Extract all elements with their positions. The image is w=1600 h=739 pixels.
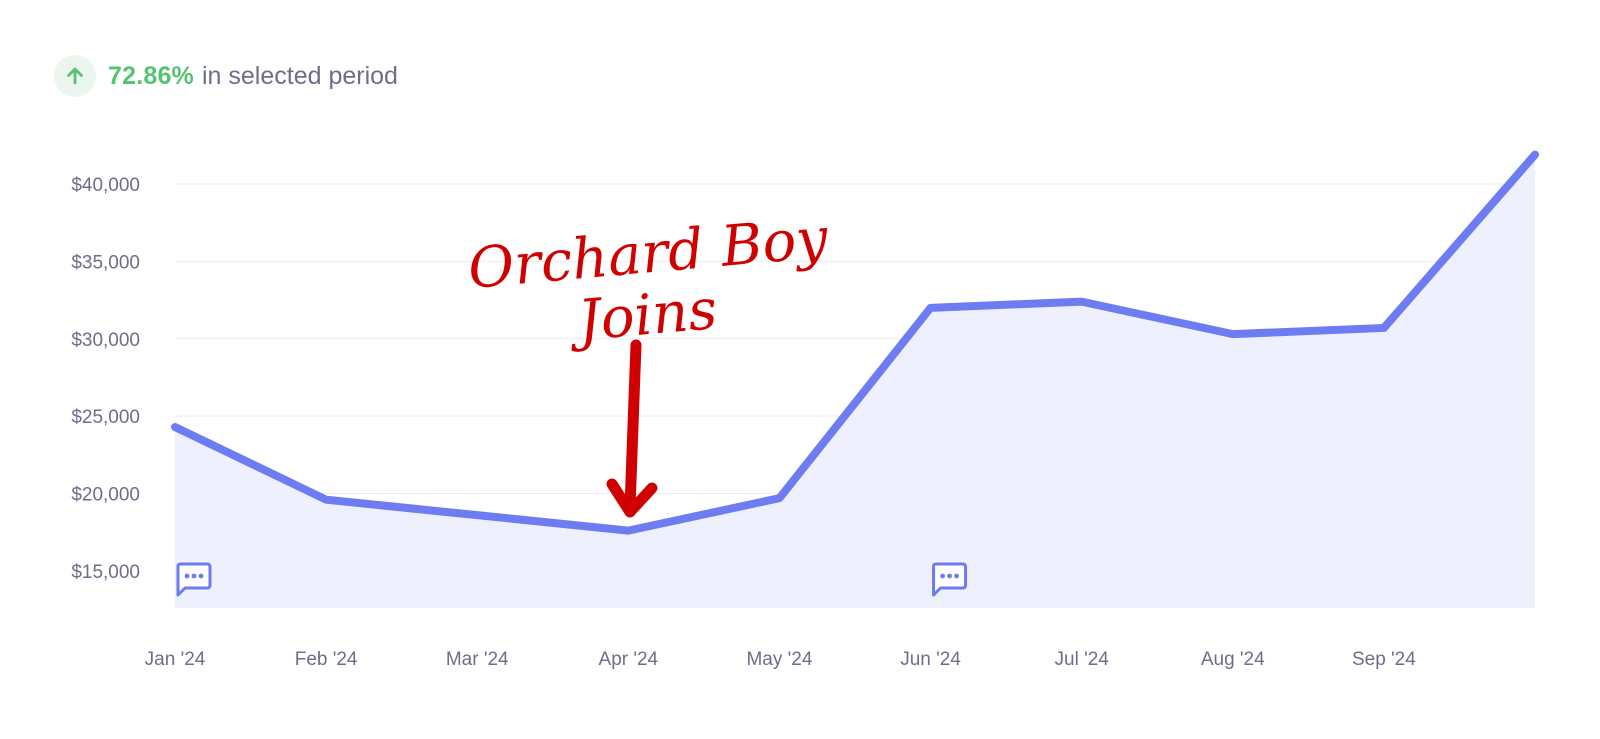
y-axis-ticks: $15,000 $20,000 $25,000 $30,000 $35,000 $40,0…	[71, 175, 140, 583]
x-tick-label: Jan '24	[145, 649, 206, 670]
x-tick-label: Feb '24	[295, 649, 358, 670]
arrow-up-icon	[67, 67, 83, 85]
area-fill-layer	[175, 154, 1535, 608]
x-tick-label: Sep '24	[1352, 649, 1416, 670]
x-axis-ticks: Jan '24 Feb '24 Mar '24 Apr '24 May '24 Jun '…	[145, 649, 1417, 670]
y-tick-label: $15,000	[71, 562, 140, 583]
annotation-arrow-shaft	[624, 339, 642, 514]
comment-icon[interactable]	[176, 562, 212, 597]
x-tick-label: Jul '24	[1055, 649, 1110, 670]
annotation-arrow-head	[606, 478, 658, 518]
area-fill	[175, 154, 1535, 608]
y-tick-label: $25,000	[71, 407, 140, 428]
comment-markers	[176, 562, 968, 597]
comment-icon[interactable]	[932, 562, 968, 597]
x-tick-label: Apr '24	[599, 649, 659, 670]
trend-badge	[54, 55, 96, 97]
y-tick-label: $40,000	[71, 175, 140, 196]
y-tick-label: $30,000	[71, 330, 140, 351]
x-tick-label: Mar '24	[446, 649, 509, 670]
series-line-layer	[171, 150, 1539, 535]
period-change-summary: 72.86% in selected period	[54, 54, 398, 98]
x-tick-label: Jun '24	[900, 649, 961, 670]
y-tick-label: $35,000	[71, 252, 140, 273]
y-tick-label: $20,000	[71, 485, 140, 506]
series-line	[171, 150, 1539, 535]
change-percentage: 72.86%	[108, 61, 194, 90]
change-period-label: in selected period	[202, 61, 398, 90]
handwritten-annotation: Orchard Boy Joins	[466, 206, 832, 518]
x-tick-label: May '24	[746, 649, 812, 670]
annotation-line-2: Joins	[566, 277, 720, 355]
x-tick-label: Aug '24	[1201, 649, 1265, 670]
